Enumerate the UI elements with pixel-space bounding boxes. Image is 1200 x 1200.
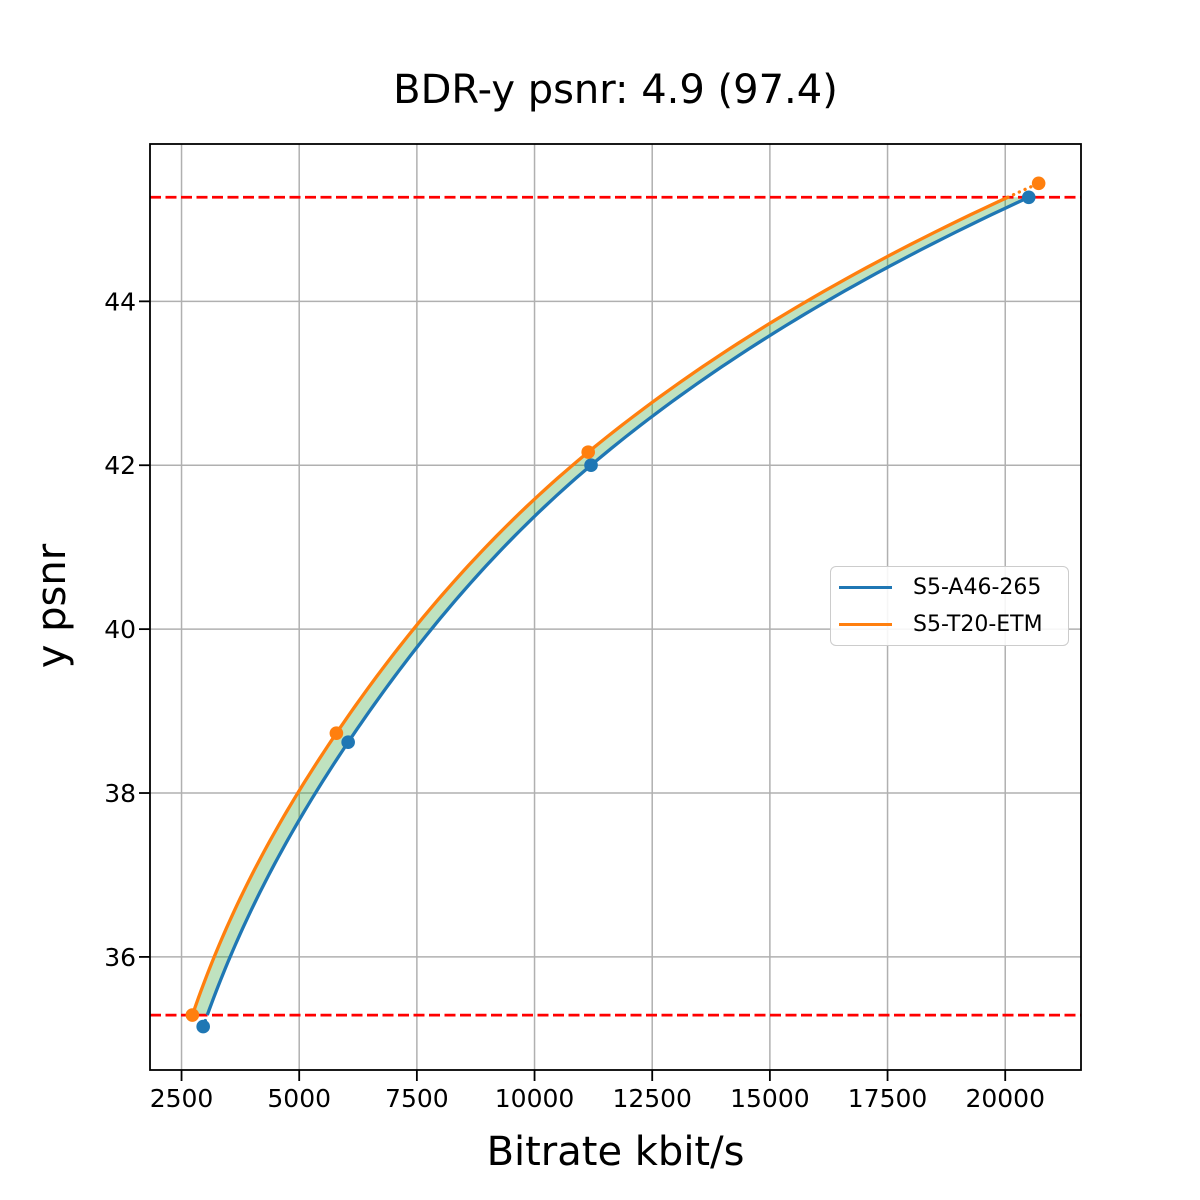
y-tick-label: 40 <box>104 615 136 644</box>
x-tick-label: 20000 <box>965 1084 1045 1113</box>
data-point-S5-T20-ETM <box>1031 176 1046 191</box>
curve-S5-A46-265 <box>205 195 1030 1016</box>
curve-dotted-tail-S5-T20-ETM <box>1006 181 1041 199</box>
curve-S5-T20-ETM <box>190 195 1009 1016</box>
y-tick-label: 42 <box>104 451 136 480</box>
y-tick-label: 38 <box>104 779 136 808</box>
x-tick-label: 2500 <box>150 1084 214 1113</box>
x-tick-label: 12500 <box>612 1084 692 1113</box>
data-point-S5-T20-ETM <box>581 445 596 459</box>
data-point-S5-A46-265 <box>196 1019 210 1034</box>
x-axis-label: Bitrate kbit/s <box>486 1129 745 1175</box>
x-tick-label: 15000 <box>730 1084 810 1113</box>
x-tick-label: 7500 <box>385 1084 449 1113</box>
legend: S5-A46-265 S5-T20-ETM <box>830 566 1069 646</box>
x-tick-label: 10000 <box>495 1084 575 1113</box>
legend-line-sample-orange <box>839 623 892 626</box>
legend-item: S5-T20-ETM <box>831 606 1068 643</box>
y-tick-label: 36 <box>104 943 136 972</box>
legend-line-sample-blue <box>839 586 892 589</box>
x-tick-label: 17500 <box>848 1084 928 1113</box>
y-tick-label: 44 <box>104 287 136 316</box>
data-point-S5-T20-ETM <box>329 726 344 740</box>
y-axis-label: y psnr <box>29 543 75 669</box>
chart-title: BDR-y psnr: 4.9 (97.4) <box>393 67 838 113</box>
x-tick-label: 5000 <box>267 1084 331 1113</box>
legend-item: S5-A46-265 <box>831 569 1068 606</box>
data-point-S5-A46-265 <box>1021 190 1036 205</box>
data-point-S5-T20-ETM <box>185 1008 200 1022</box>
legend-label: S5-A46-265 <box>913 575 1042 600</box>
axes-frame <box>149 143 1082 1071</box>
data-point-S5-A46-265 <box>341 735 355 750</box>
data-point-S5-A46-265 <box>584 458 598 473</box>
legend-label: S5-T20-ETM <box>913 612 1043 637</box>
